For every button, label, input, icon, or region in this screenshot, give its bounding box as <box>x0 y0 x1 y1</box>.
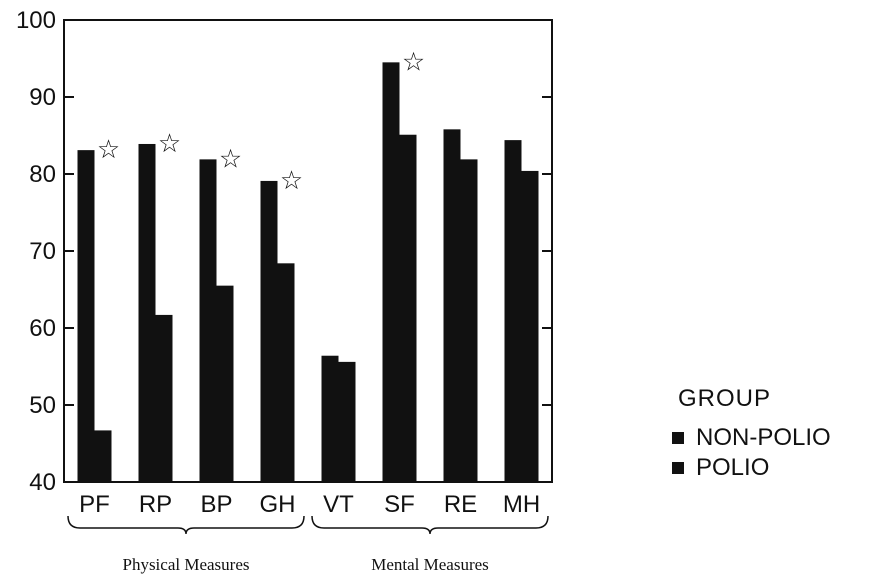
legend-label-non-polio: NON-POLIO <box>696 424 831 451</box>
legend-item-non-polio: NON-POLIO <box>672 423 831 453</box>
legend-swatch-non-polio <box>672 432 684 444</box>
bar-bp-polio <box>216 285 234 482</box>
group-bracket-0 <box>67 515 305 535</box>
significance-star-icon: ☆ <box>158 129 181 159</box>
bar-re-polio <box>460 159 478 482</box>
bar-pf-polio <box>94 430 112 482</box>
category-label-vt: VT <box>323 491 354 518</box>
group-label-0: Physical Measures <box>122 555 249 574</box>
bar-mh-non-polio <box>504 140 522 482</box>
bar-vt-polio <box>338 361 356 482</box>
category-label-pf: PF <box>79 491 110 518</box>
y-tick-label: 80 <box>29 161 56 188</box>
bar-gh-non-polio <box>260 180 278 482</box>
significance-star-icon: ☆ <box>402 47 425 77</box>
legend-item-polio: POLIO <box>672 453 831 483</box>
category-label-sf: SF <box>384 491 415 518</box>
bars <box>77 62 539 483</box>
significance-star-icon: ☆ <box>219 144 242 174</box>
y-tick-label: 50 <box>29 392 56 419</box>
bar-sf-non-polio <box>382 62 400 482</box>
bar-mh-polio <box>521 170 539 483</box>
legend-label-polio: POLIO <box>696 454 770 481</box>
y-tick-label: 40 <box>29 469 56 496</box>
category-label-gh: GH <box>260 491 296 518</box>
x-axis-labels: PF RP BP GH VT SF RE MH <box>79 491 540 518</box>
significance-star-icon: ☆ <box>280 166 303 196</box>
bar-gh-polio <box>277 263 295 482</box>
significance-markers: ☆ ☆ ☆ ☆ ☆ <box>97 47 425 196</box>
bar-rp-non-polio <box>138 143 156 482</box>
y-tick-label: 60 <box>29 315 56 342</box>
category-label-re: RE <box>444 491 477 518</box>
category-label-bp: BP <box>200 491 232 518</box>
bar-re-non-polio <box>443 129 461 482</box>
y-tick-label: 90 <box>29 84 56 111</box>
legend: GROUP NON-POLIO POLIO <box>672 385 831 483</box>
group-label-1: Mental Measures <box>371 555 489 574</box>
plot-frame <box>63 19 553 483</box>
y-tick-label: 100 <box>16 7 56 34</box>
legend-title: GROUP <box>678 385 772 412</box>
group-brackets: Physical Measures Mental Measures <box>67 515 549 574</box>
bar-vt-non-polio <box>321 355 339 482</box>
y-axis-ticks: 40 50 60 70 80 90 100 <box>16 7 552 496</box>
legend-swatch-polio <box>672 462 684 474</box>
category-label-mh: MH <box>503 491 540 518</box>
bar-pf-non-polio <box>77 150 95 482</box>
bar-bp-non-polio <box>199 159 217 482</box>
bar-rp-polio <box>155 314 173 482</box>
y-tick-label: 70 <box>29 238 56 265</box>
group-bracket-1 <box>311 515 549 535</box>
bar-sf-polio <box>399 134 417 483</box>
significance-star-icon: ☆ <box>97 135 120 165</box>
category-label-rp: RP <box>139 491 172 518</box>
